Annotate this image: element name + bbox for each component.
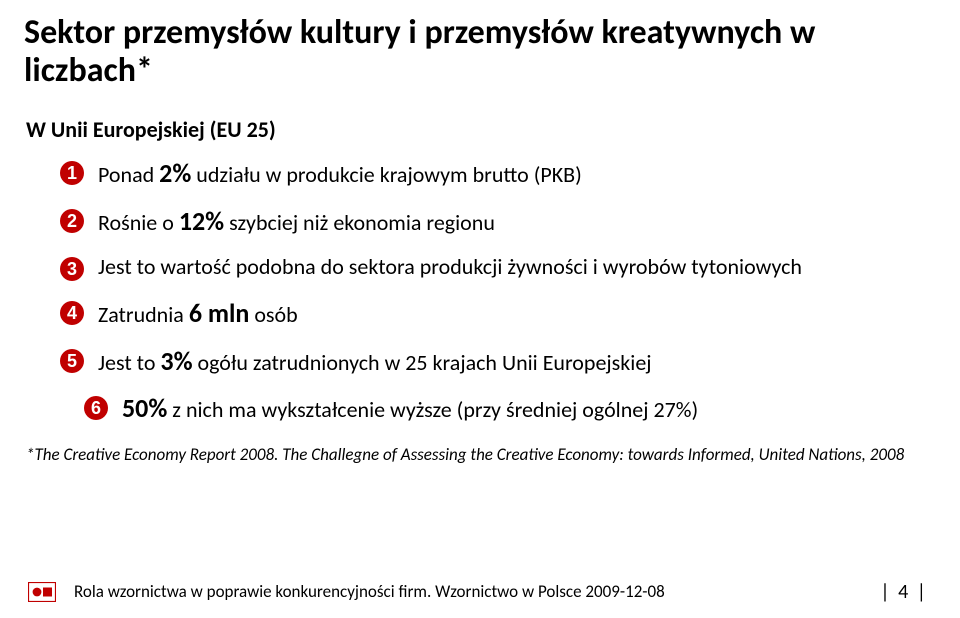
bullet-text: Rośnie o 12% szybciej niż ekonomia regio… <box>98 205 495 239</box>
bullet-number-icon: 2 <box>58 207 86 235</box>
bullet-text: 50% z nich ma wykształcenie wyższe (przy… <box>122 392 698 426</box>
bullet-number-icon: 4 <box>58 299 86 327</box>
page-number: | 4 | <box>880 580 928 604</box>
bullet-item: 6 50% z nich ma wykształcenie wyższe (prz… <box>82 392 920 426</box>
slide-subtitle: W Unii Europejskiej (EU 25) <box>26 116 920 143</box>
bullet-text: Zatrudnia 6 mln osób <box>98 297 298 331</box>
bullet-number-icon: 3 <box>58 255 86 283</box>
footer-bar: Rola wzornictwa w poprawie konkurencyjno… <box>0 581 960 602</box>
footer-text: Rola wzornictwa w poprawie konkurencyjno… <box>74 581 665 602</box>
svg-text:1: 1 <box>67 163 77 183</box>
svg-text:6: 6 <box>91 398 101 418</box>
bullet-number-icon: 1 <box>58 159 86 187</box>
bullet-text: Jest to wartość podobna do sektora produ… <box>98 253 802 282</box>
bullet-item: 5 Jest to 3% ogółu zatrudnionych w 25 kra… <box>58 345 920 379</box>
bullet-text: Ponad 2% udziału w produkcie krajowym br… <box>98 157 582 191</box>
svg-text:4: 4 <box>67 303 77 323</box>
bullet-item: 1 Ponad 2% udziału w produkcie krajowym b… <box>58 157 920 191</box>
bullet-item: 3 Jest to wartość podobna do sektora prod… <box>58 253 920 283</box>
svg-text:3: 3 <box>67 259 77 279</box>
bullet-item: 2 Rośnie o 12% szybciej niż ekonomia regi… <box>58 205 920 239</box>
slide-title: Sektor przemysłów kultury i przemysłów k… <box>24 14 920 90</box>
bullet-item: 4 Zatrudnia 6 mln osób <box>58 297 920 331</box>
bullet-list: 1 Ponad 2% udziału w produkcie krajowym b… <box>58 157 920 426</box>
footnote: *The Creative Economy Report 2008. The C… <box>26 444 920 465</box>
bullet-number-icon: 6 <box>82 394 110 422</box>
slide: { "title": "Sektor przemysłów kultury i … <box>0 0 960 618</box>
bullet-text: Jest to 3% ogółu zatrudnionych w 25 kraj… <box>98 345 652 379</box>
svg-text:2: 2 <box>67 211 77 231</box>
svg-text:5: 5 <box>67 351 77 371</box>
logo-icon <box>28 582 56 602</box>
bullet-number-icon: 5 <box>58 347 86 375</box>
